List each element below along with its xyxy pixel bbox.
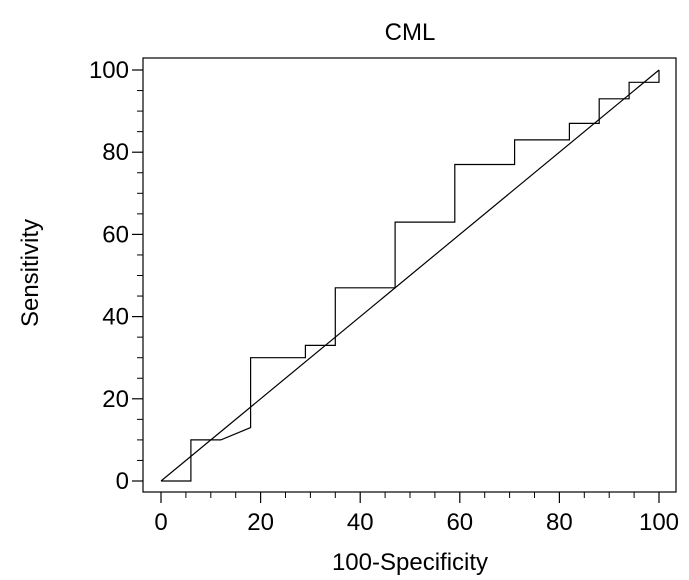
x-tick-label: 80: [546, 509, 573, 536]
x-axis-label: 100-Specificity: [332, 549, 488, 576]
x-tick-label: 0: [154, 509, 167, 536]
roc-curve: [161, 70, 660, 482]
y-axis-label: Sensitivity: [17, 219, 44, 327]
y-tick-label: 20: [102, 386, 129, 413]
y-tick-label: 100: [89, 57, 129, 84]
chart-title: CML: [385, 19, 436, 46]
y-axis: 0 20 40 60 80 100: [89, 57, 143, 495]
y-tick-label: 60: [102, 221, 129, 248]
y-tick-label: 0: [116, 468, 129, 495]
reference-diagonal-line: [160, 69, 660, 482]
x-tick-label: 100: [639, 509, 679, 536]
x-tick-label: 60: [446, 509, 473, 536]
y-tick-label: 80: [102, 139, 129, 166]
x-tick-label: 20: [247, 509, 274, 536]
plot-series: [160, 69, 660, 482]
x-tick-label: 40: [347, 509, 374, 536]
x-axis: 0 20 40 60 80 100: [154, 492, 679, 536]
y-tick-label: 40: [102, 304, 129, 331]
